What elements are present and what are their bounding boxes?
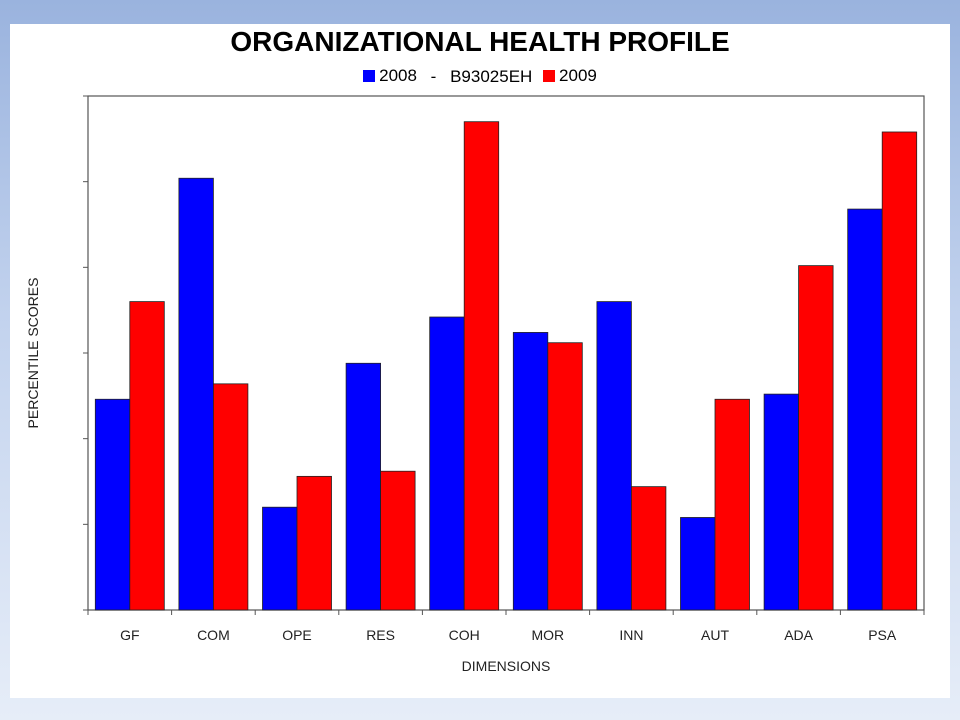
x-tick-label-psa: PSA (868, 627, 897, 643)
legend-separator: - (430, 67, 437, 86)
bar-2008-com (178, 177, 214, 611)
x-axis-title: DIMENSIONS (462, 658, 551, 674)
bar-2009-psa (881, 131, 918, 611)
x-tick-label-gf: GF (120, 627, 139, 643)
legend: 2008 - B93025EH 2009 (10, 66, 950, 87)
bar-2009-coh (463, 121, 500, 611)
bar-2008-gf (94, 398, 131, 611)
bar-2009-com (212, 383, 249, 611)
bar-2008-psa (847, 208, 883, 611)
bar-2009-res (380, 470, 416, 611)
bar-2009-gf (129, 301, 165, 611)
legend-note: B93025EH (450, 67, 533, 86)
bar-2008-coh (429, 316, 465, 611)
bar-2008-inn (596, 301, 632, 611)
bar-2008-aut (680, 517, 716, 611)
bar-2009-ada (798, 265, 834, 611)
chart-title: ORGANIZATIONAL HEALTH PROFILE (230, 26, 730, 57)
x-tick-label-ada: ADA (784, 627, 813, 643)
y-axis-title: PERCENTILE SCORES (25, 278, 41, 429)
bar-2008-res (345, 362, 382, 611)
bar-2009-mor (547, 342, 583, 611)
bar-2008-mor (512, 332, 549, 611)
x-tick-label-ope: OPE (282, 627, 312, 643)
legend-item-2009: 2009 (543, 66, 597, 86)
legend-swatch-2009 (543, 70, 556, 82)
bar-2008-ada (763, 393, 799, 611)
x-tick-label-com: COM (197, 627, 230, 643)
legend-label-2008: 2008 (379, 66, 417, 85)
bar-2009-ope (296, 475, 332, 611)
x-tick-label-aut: AUT (701, 627, 729, 643)
bar-chart: GF COM OPE RES COH MOR INN AUT ADA PSA DIMENSIONS P… (25, 95, 925, 674)
x-tick-label-mor: MOR (531, 627, 564, 643)
bar-2008-ope (262, 506, 298, 611)
legend-item-2008: 2008 (363, 66, 417, 86)
x-tick-label-res: RES (366, 627, 395, 643)
x-tick-label-inn: INN (619, 627, 643, 643)
bar-2009-inn (631, 486, 667, 611)
legend-swatch-2008 (363, 70, 376, 82)
slide-panel: GF COM OPE RES COH MOR INN AUT ADA PSA DIMENSIONS P… (10, 24, 950, 698)
x-tick-label-coh: COH (449, 627, 480, 643)
bar-2009-aut (714, 398, 750, 611)
legend-label-2009: 2009 (559, 66, 597, 85)
